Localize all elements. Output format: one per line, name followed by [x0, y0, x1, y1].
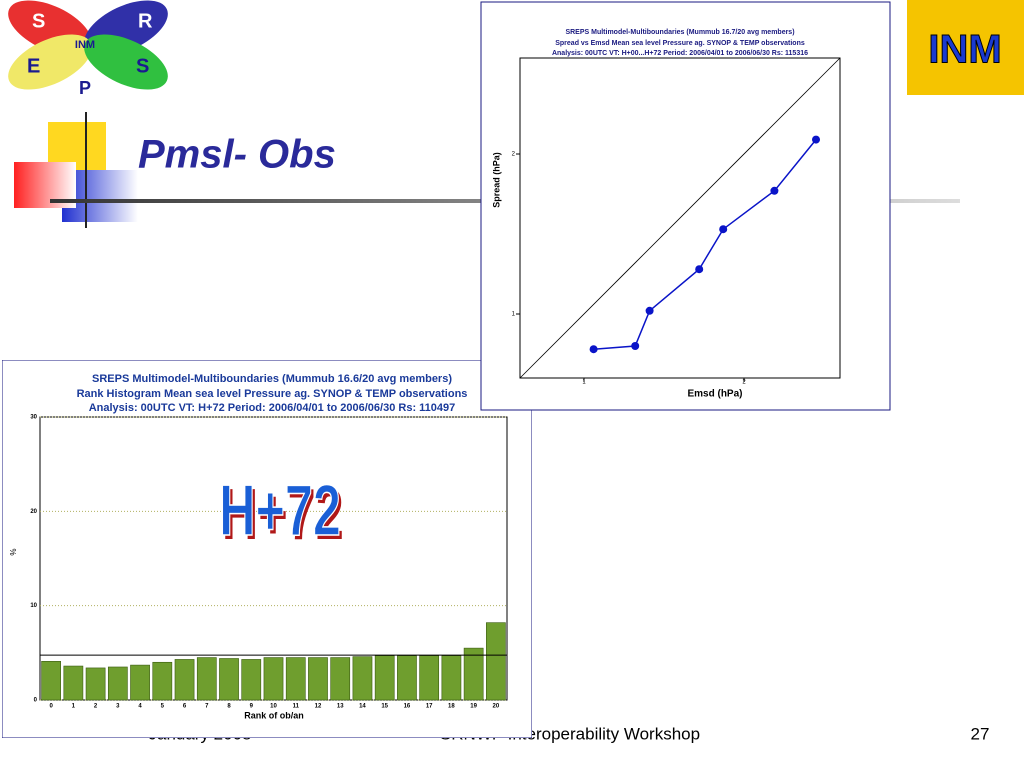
x-tick-label: 18	[448, 704, 455, 710]
y-tick-label: 10	[30, 603, 37, 609]
x-tick-label: 3	[116, 704, 120, 710]
logo-petal	[84, 34, 168, 90]
x-tick-label: 4	[138, 704, 142, 710]
bar	[174, 659, 195, 701]
x-tick-label: 12	[315, 704, 322, 710]
bar	[285, 657, 306, 701]
point	[812, 135, 820, 144]
bar	[152, 661, 173, 701]
rank-histogram: SREPS Multimodel-Multiboundaries (Mummub…	[2, 360, 532, 738]
y-axis-label: Spread (hPa)	[491, 152, 501, 208]
corner-logo-bg	[907, 0, 1024, 95]
bar	[241, 659, 262, 701]
x-tick-label: 6	[183, 704, 187, 710]
bar	[308, 657, 328, 701]
plot-area	[39, 416, 508, 701]
slide-title: Pmsl- Obs	[138, 133, 336, 177]
bar	[463, 647, 484, 701]
y-tick-label: 1	[512, 312, 516, 318]
logo-letter: P	[79, 78, 91, 98]
point	[589, 345, 598, 354]
x-tick-label: 9	[250, 704, 254, 710]
diagonal	[519, 57, 841, 379]
bar	[196, 657, 217, 701]
y-axis-label: %	[9, 548, 18, 555]
x-axis-label: Rank of ob/an	[244, 710, 304, 720]
corner-logo: INM	[928, 28, 1001, 72]
x-tick-label: 2	[742, 380, 746, 386]
y-tick-label: 2	[512, 152, 516, 158]
bar	[441, 655, 462, 701]
bar	[107, 666, 128, 701]
logo-letter: S	[136, 55, 149, 77]
chart-title: Rank Histogram Mean sea level Pressure a…	[77, 388, 468, 400]
x-tick-label: 14	[359, 704, 366, 710]
x-tick-label: 7	[205, 704, 209, 710]
x-tick-label: 5	[161, 704, 165, 710]
x-tick-label: 19	[470, 704, 477, 710]
y-tick-label: 0	[34, 698, 38, 704]
x-tick-label: 20	[493, 704, 500, 710]
x-tick-label: 11	[293, 704, 300, 710]
logo-petal	[8, 34, 92, 90]
point	[695, 265, 704, 274]
chart-title: Spread vs Emsd Mean sea level Pressure a…	[555, 40, 805, 47]
point	[631, 342, 640, 350]
bar	[419, 655, 440, 701]
annotation: H+72	[219, 471, 341, 551]
logo-letter: E	[27, 55, 40, 77]
x-tick-label: 8	[227, 704, 231, 710]
y-tick-label: 30	[30, 415, 37, 421]
logo-letter: R	[138, 10, 153, 32]
bar	[352, 656, 373, 701]
bar	[374, 655, 395, 701]
x-tick-label: 13	[337, 704, 344, 710]
y-tick-label: 20	[30, 509, 37, 515]
bar	[219, 658, 239, 701]
point	[770, 186, 779, 195]
bar	[397, 655, 417, 701]
x-axis-label: Emsd (hPa)	[687, 389, 742, 400]
x-tick-label: 1	[582, 380, 586, 386]
bar	[330, 657, 351, 701]
x-tick-label: 17	[426, 704, 433, 710]
page-number: 27	[971, 724, 990, 743]
x-tick-label: 1	[72, 704, 76, 710]
chart-title: Analysis: 00UTC VT: H+00...H+72 Period: …	[552, 50, 808, 57]
x-tick-label: 15	[381, 704, 388, 710]
x-tick-label: 10	[270, 704, 277, 710]
bar	[85, 667, 106, 701]
spread-chart: SREPS Multimodel-Multiboundaries (Mummub…	[480, 1, 891, 411]
logo-center: INM	[75, 39, 95, 51]
bar	[486, 622, 506, 701]
x-tick-label: 0	[49, 704, 53, 710]
chart-title: SREPS Multimodel-Multiboundaries (Mummub…	[92, 373, 452, 385]
chart-title: Analysis: 00UTC VT: H+72 Period: 2006/04…	[89, 402, 456, 414]
logo-letter: S	[32, 10, 45, 32]
annotation-shadow: H+72	[222, 475, 344, 555]
point	[719, 225, 728, 234]
bar	[263, 657, 284, 701]
x-tick-label: 16	[404, 704, 411, 710]
chart-title: SREPS Multimodel-Multiboundaries (Mummub…	[565, 29, 794, 36]
bar	[41, 661, 61, 701]
x-tick-label: 2	[94, 704, 98, 710]
bar	[63, 665, 84, 701]
bar	[130, 664, 150, 701]
logo: S R E S P INM	[8, 0, 168, 98]
point	[645, 306, 654, 315]
